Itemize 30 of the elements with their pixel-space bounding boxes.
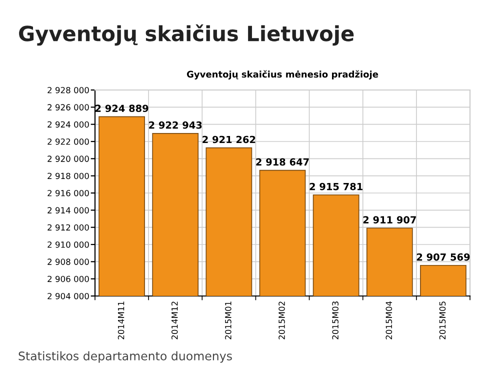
text: Statistikos departamento duomenys <box>18 351 232 363</box>
y-tick-label: 2 906 000 <box>48 276 89 282</box>
data-label: 2 918 647 <box>256 158 309 166</box>
x-tick-label: 2015M05 <box>439 302 446 340</box>
y-tick-label: 2 920 000 <box>48 156 89 162</box>
data-label: 2 921 262 <box>202 136 256 144</box>
y-tick-label: 2 918 000 <box>48 172 89 180</box>
x-tick-label: 2014M11 <box>118 302 124 340</box>
data-label: 2 907 569 <box>416 253 470 261</box>
x-tick-label: 2015M01 <box>225 302 232 340</box>
chart-title: Gyventojų skaičius Lietuvoje <box>19 24 354 46</box>
y-tick-label: 2 908 000 <box>48 258 89 265</box>
y-tick-label: 2 928 000 <box>48 86 89 94</box>
data-label: 2 915 781 <box>310 182 362 190</box>
data-label: 2 911 907 <box>363 216 416 224</box>
data-label: 2 924 889 <box>95 104 148 112</box>
y-tick-label: 2 914 000 <box>48 207 89 214</box>
data-label: 2 922 943 <box>149 121 202 129</box>
y-tick-label: 2 912 000 <box>48 224 89 231</box>
x-tick-label: 2015M02 <box>278 302 285 340</box>
x-tick-label: 2014M12 <box>171 302 178 340</box>
chart-subtitle: Gyventojų skaičius mėnesio pradžioje <box>186 70 378 80</box>
y-tick-label: 2 904 000 <box>48 292 89 300</box>
x-tick-label: 2015M04 <box>386 301 392 340</box>
y-tick-label: 2 922 000 <box>48 138 89 145</box>
y-tick-label: 2 926 000 <box>48 104 89 110</box>
y-tick-label: 2 924 000 <box>48 121 89 128</box>
y-tick-label: 2 910 000 <box>48 241 89 248</box>
y-tick-label: 2 916 000 <box>48 190 89 196</box>
x-tick-label: 2015M03 <box>332 302 338 340</box>
